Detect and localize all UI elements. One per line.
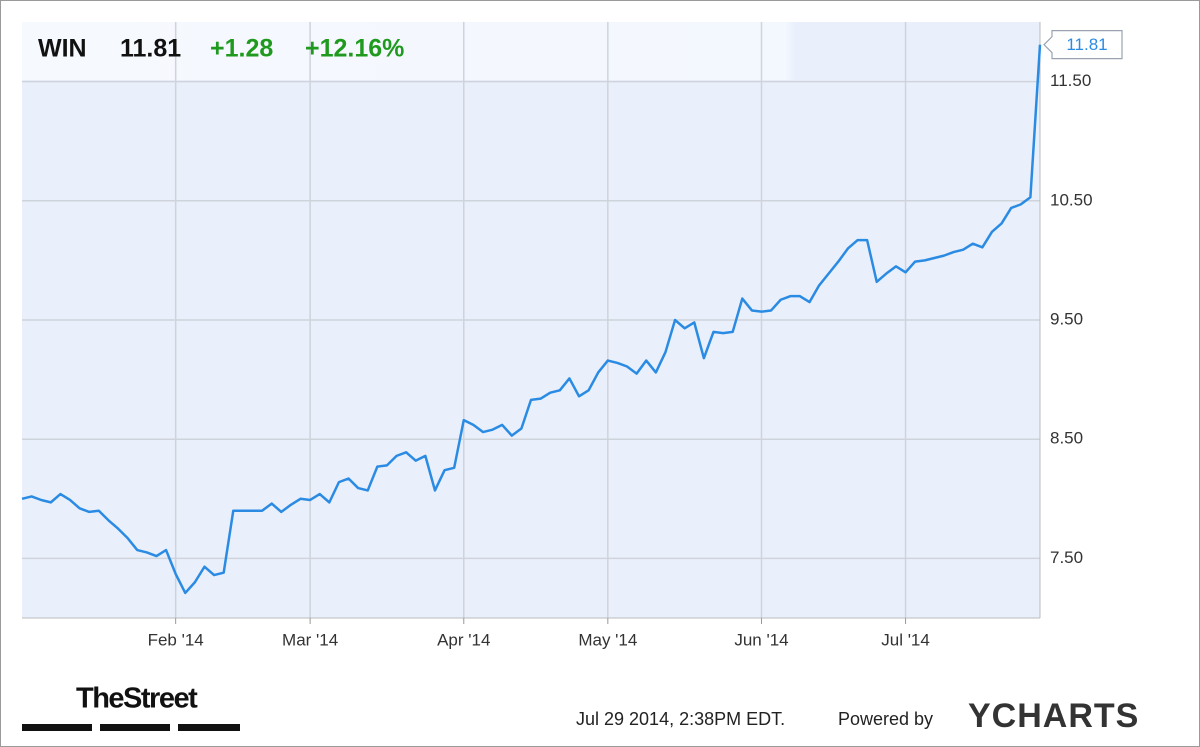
y-tick-label: 9.50: [1050, 309, 1083, 328]
value-callout: [1043, 30, 1123, 60]
brand: TheStreet: [76, 683, 198, 715]
x-tick-label: Jun '14: [734, 630, 788, 649]
ticker: WIN: [38, 35, 87, 63]
x-tick-label: Apr '14: [437, 630, 490, 649]
brand-bar: [178, 724, 240, 731]
brand-bar: [22, 724, 92, 731]
grid: [22, 22, 1040, 618]
price-line: [21, 44, 1042, 595]
value-label: 11.81: [1066, 35, 1107, 54]
header-band: [22, 22, 1040, 80]
x-tick-label: Mar '14: [282, 630, 338, 649]
y-tick-label: 11.50: [1050, 71, 1091, 90]
price: 11.81: [120, 35, 181, 63]
x-tick-label: Feb '14: [148, 630, 204, 649]
provider-logo: YCHARTS: [968, 697, 1139, 735]
y-tick-label: 8.50: [1050, 429, 1083, 448]
change: +1.28: [210, 35, 273, 63]
y-tick-label: 10.50: [1050, 190, 1093, 209]
y-tick-label: 7.50: [1050, 548, 1083, 567]
x-tick-label: Jul '14: [881, 630, 930, 649]
timestamp: Jul 29 2014, 2:38PM EDT.: [576, 709, 785, 729]
change-pct: +12.16%: [305, 35, 404, 63]
x-tick-label: May '14: [578, 630, 637, 649]
powered-by: Powered by: [838, 709, 933, 729]
brand-bar: [100, 724, 170, 731]
